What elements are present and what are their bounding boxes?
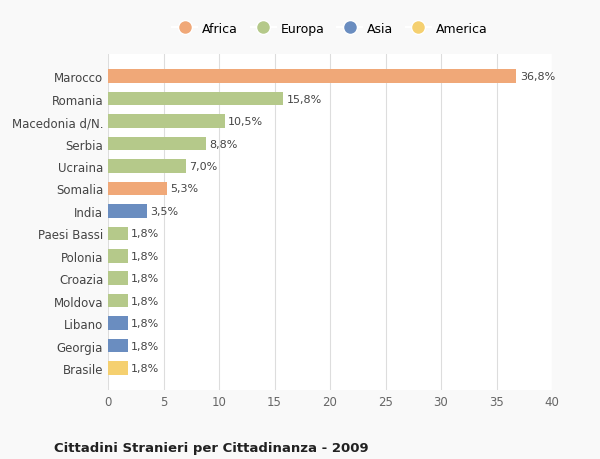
Text: 15,8%: 15,8% <box>287 95 322 104</box>
Bar <box>108 272 128 285</box>
Text: 8,8%: 8,8% <box>209 139 238 149</box>
Bar <box>108 205 147 218</box>
Text: 1,8%: 1,8% <box>131 319 160 328</box>
Bar <box>108 160 186 174</box>
Text: 1,8%: 1,8% <box>131 251 160 261</box>
Text: 5,3%: 5,3% <box>170 184 198 194</box>
Bar <box>108 93 283 106</box>
Bar <box>108 294 128 308</box>
Text: 36,8%: 36,8% <box>520 72 555 82</box>
Text: 1,8%: 1,8% <box>131 363 160 373</box>
Text: 10,5%: 10,5% <box>228 117 263 127</box>
Bar <box>108 362 128 375</box>
Text: 1,8%: 1,8% <box>131 341 160 351</box>
Text: 1,8%: 1,8% <box>131 274 160 284</box>
Text: 1,8%: 1,8% <box>131 229 160 239</box>
Bar <box>108 317 128 330</box>
Bar <box>108 138 206 151</box>
Bar <box>108 70 517 84</box>
Text: 1,8%: 1,8% <box>131 296 160 306</box>
Bar <box>108 339 128 353</box>
Text: 7,0%: 7,0% <box>189 162 217 172</box>
Text: 3,5%: 3,5% <box>150 207 178 216</box>
Bar <box>108 182 167 196</box>
Bar <box>108 115 224 129</box>
Bar <box>108 250 128 263</box>
Bar <box>108 227 128 241</box>
Text: Cittadini Stranieri per Cittadinanza - 2009: Cittadini Stranieri per Cittadinanza - 2… <box>54 441 368 453</box>
Legend: Africa, Europa, Asia, America: Africa, Europa, Asia, America <box>167 18 493 41</box>
